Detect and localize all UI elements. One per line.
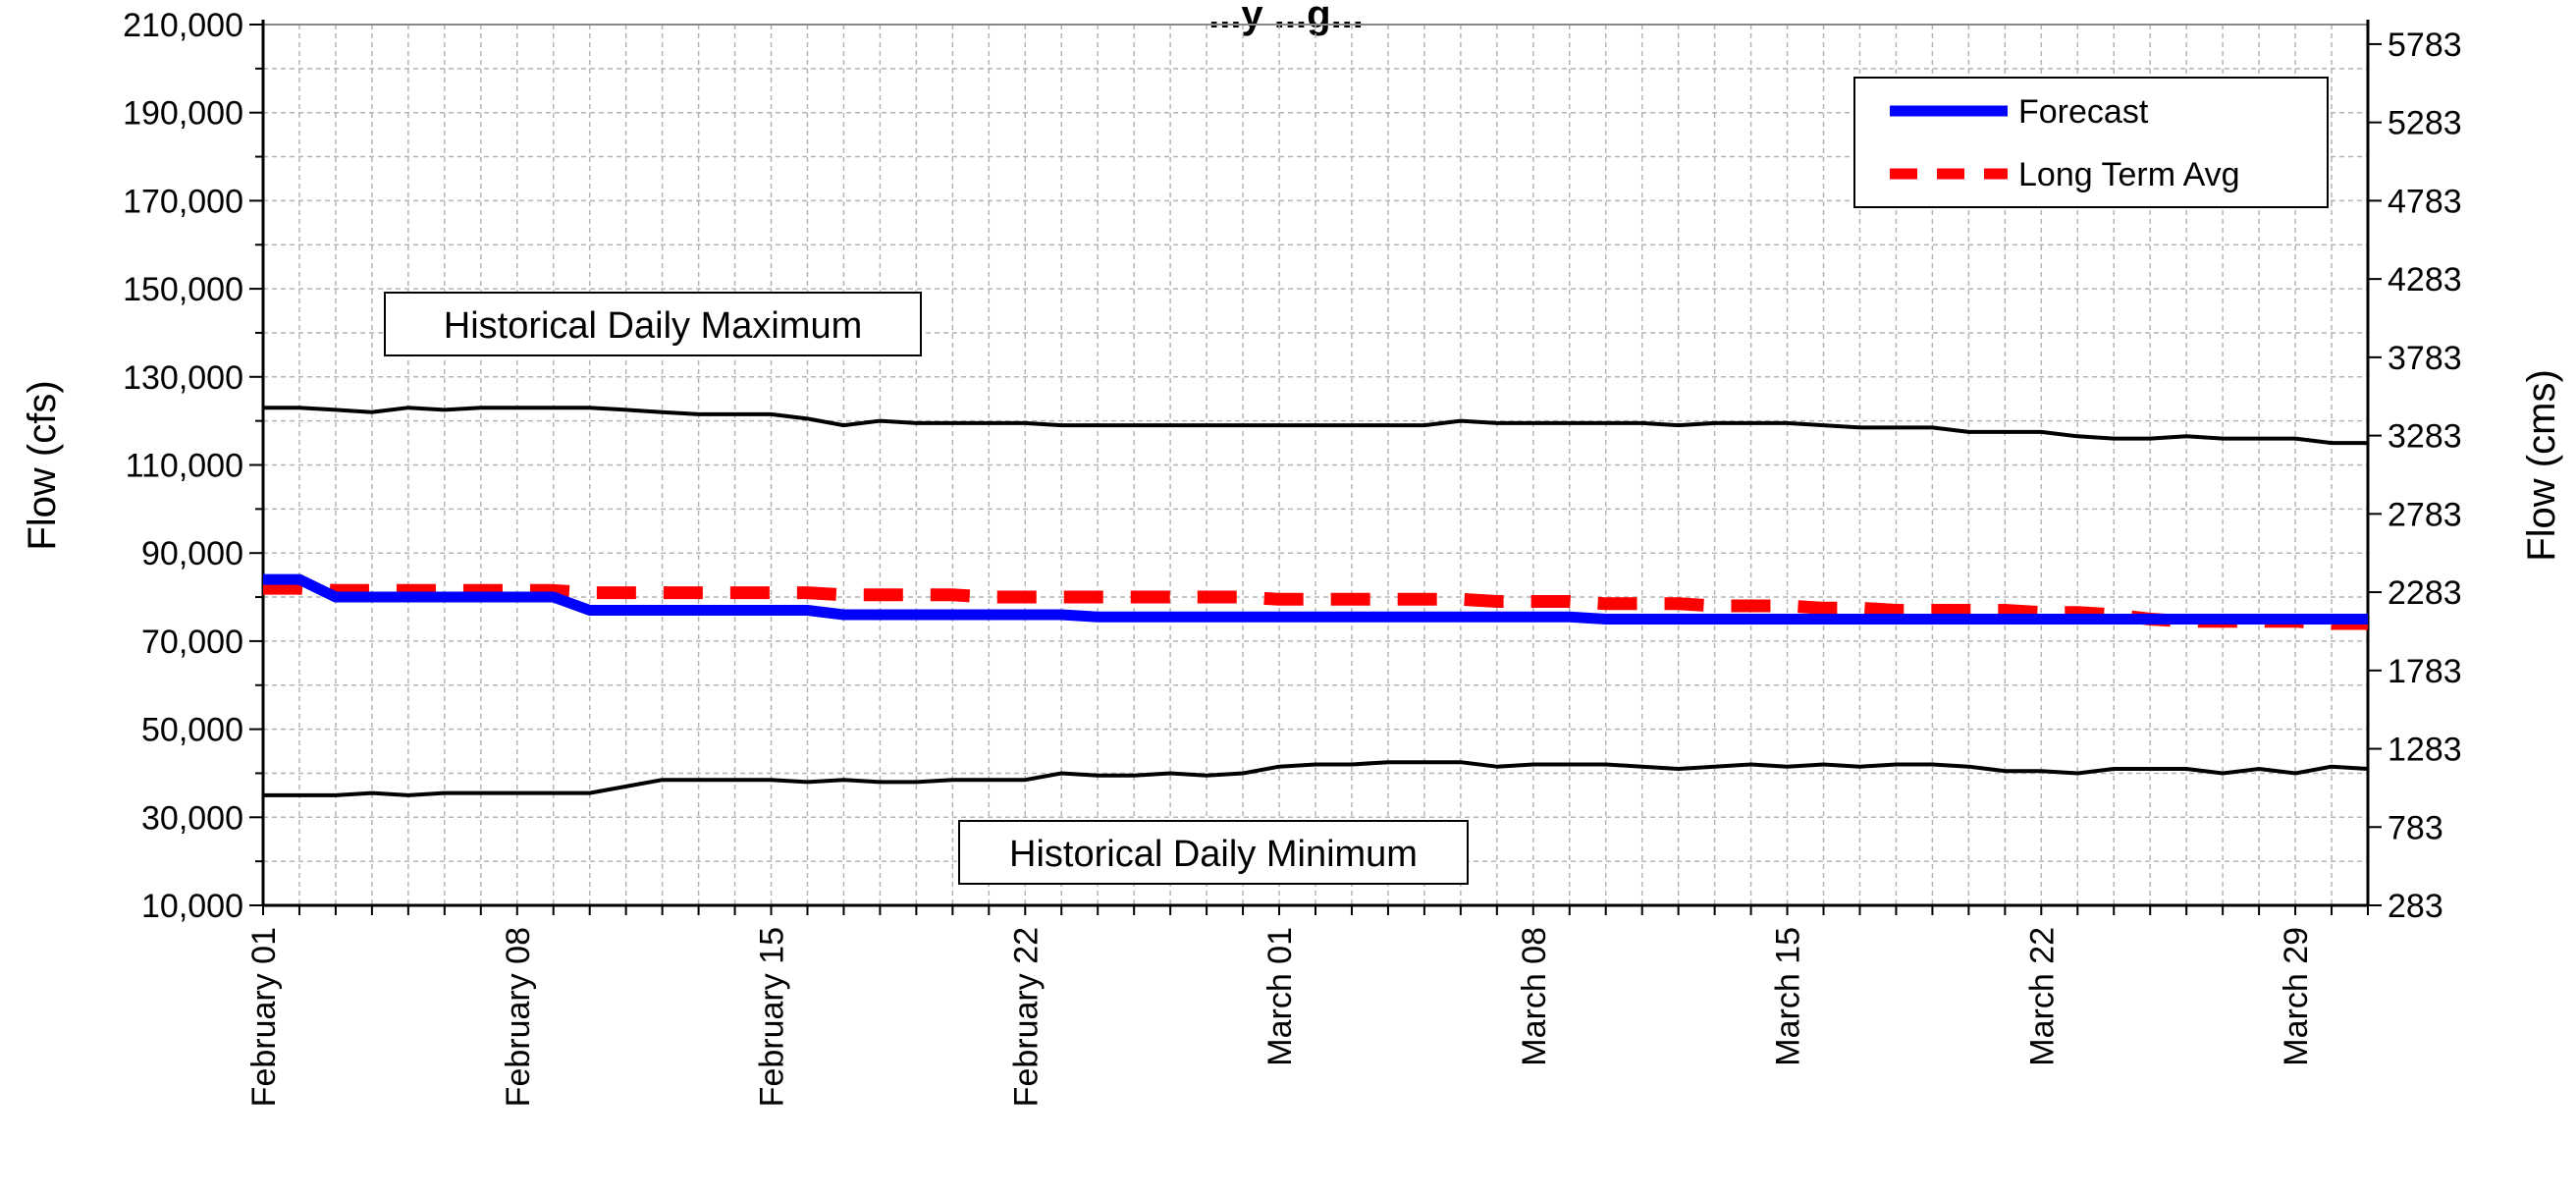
- annotation-historical-max: Historical Daily Maximum: [384, 292, 922, 356]
- legend-long-term-avg-label: Long Term Avg: [2018, 156, 2240, 193]
- legend-box: [1853, 77, 2329, 208]
- y2-tick-label: 3783: [2388, 340, 2462, 377]
- x-tick-label: March 08: [1516, 927, 1553, 1066]
- annotation-historical-max-text: Historical Daily Maximum: [444, 305, 863, 347]
- x-tick-label: February 01: [245, 927, 283, 1107]
- y-axis-title-right: Flow (cms): [2520, 369, 2563, 562]
- y-tick-label: 210,000: [123, 7, 243, 44]
- series-historical-daily-maximum: [263, 406, 2368, 446]
- annotation-historical-min-text: Historical Daily Minimum: [1009, 834, 1418, 875]
- y-tick-label: 110,000: [126, 448, 243, 485]
- y2-tick-label: 2783: [2388, 496, 2462, 533]
- y-tick-label: 190,000: [123, 95, 243, 133]
- chart-title: ...y ...g...: [1208, 0, 1364, 36]
- grid-lines: [263, 25, 2368, 905]
- y-tick-label: 90,000: [141, 535, 243, 572]
- series-historical-daily-minimum: [263, 760, 2369, 797]
- y-tick-label: 130,000: [123, 359, 243, 397]
- y2-tick-label: 5283: [2388, 105, 2462, 142]
- y2-tick-label: 5783: [2388, 27, 2462, 64]
- y-axis-title-left: Flow (cfs): [21, 380, 64, 550]
- y2-tick-label: 1283: [2388, 732, 2462, 769]
- series-long-term-avg: [263, 581, 2368, 630]
- y-tick-label: 70,000: [141, 624, 243, 661]
- x-tick-label: March 15: [1770, 927, 1807, 1066]
- y-tick-label: 50,000: [141, 712, 243, 749]
- y2-tick-label: 2283: [2388, 574, 2462, 612]
- y2-tick-label: 4283: [2388, 261, 2462, 299]
- legend-forecast-label: Forecast: [2018, 93, 2149, 131]
- axes: 10,000 30,000 50,000 70,000 90,000 110,000 130…: [123, 7, 2462, 1107]
- series-forecast: [263, 573, 2368, 625]
- x-tick-label: February 22: [1007, 927, 1045, 1107]
- y2-tick-label: 1783: [2388, 653, 2462, 690]
- legend: Forecast Long Term Avg: [1853, 77, 2329, 208]
- y2-tick-label: 283: [2388, 888, 2443, 925]
- x-tick-label: March 29: [2278, 927, 2315, 1066]
- y2-tick-label: 783: [2388, 809, 2443, 846]
- y2-tick-label: 4783: [2388, 183, 2462, 220]
- x-tick-label: March 22: [2023, 927, 2061, 1066]
- y-tick-label: 150,000: [123, 271, 243, 308]
- y-tick-label: 30,000: [141, 799, 243, 837]
- y-tick-label: 170,000: [123, 183, 243, 220]
- x-tick-label: March 01: [1261, 927, 1299, 1066]
- series-layer: [263, 406, 2369, 797]
- annotation-historical-min: Historical Daily Minimum: [958, 820, 1469, 885]
- x-tick-label: February 15: [754, 927, 791, 1107]
- x-tick-label: February 08: [500, 927, 537, 1107]
- y-tick-label: 10,000: [141, 888, 243, 925]
- y2-tick-label: 3283: [2388, 418, 2462, 456]
